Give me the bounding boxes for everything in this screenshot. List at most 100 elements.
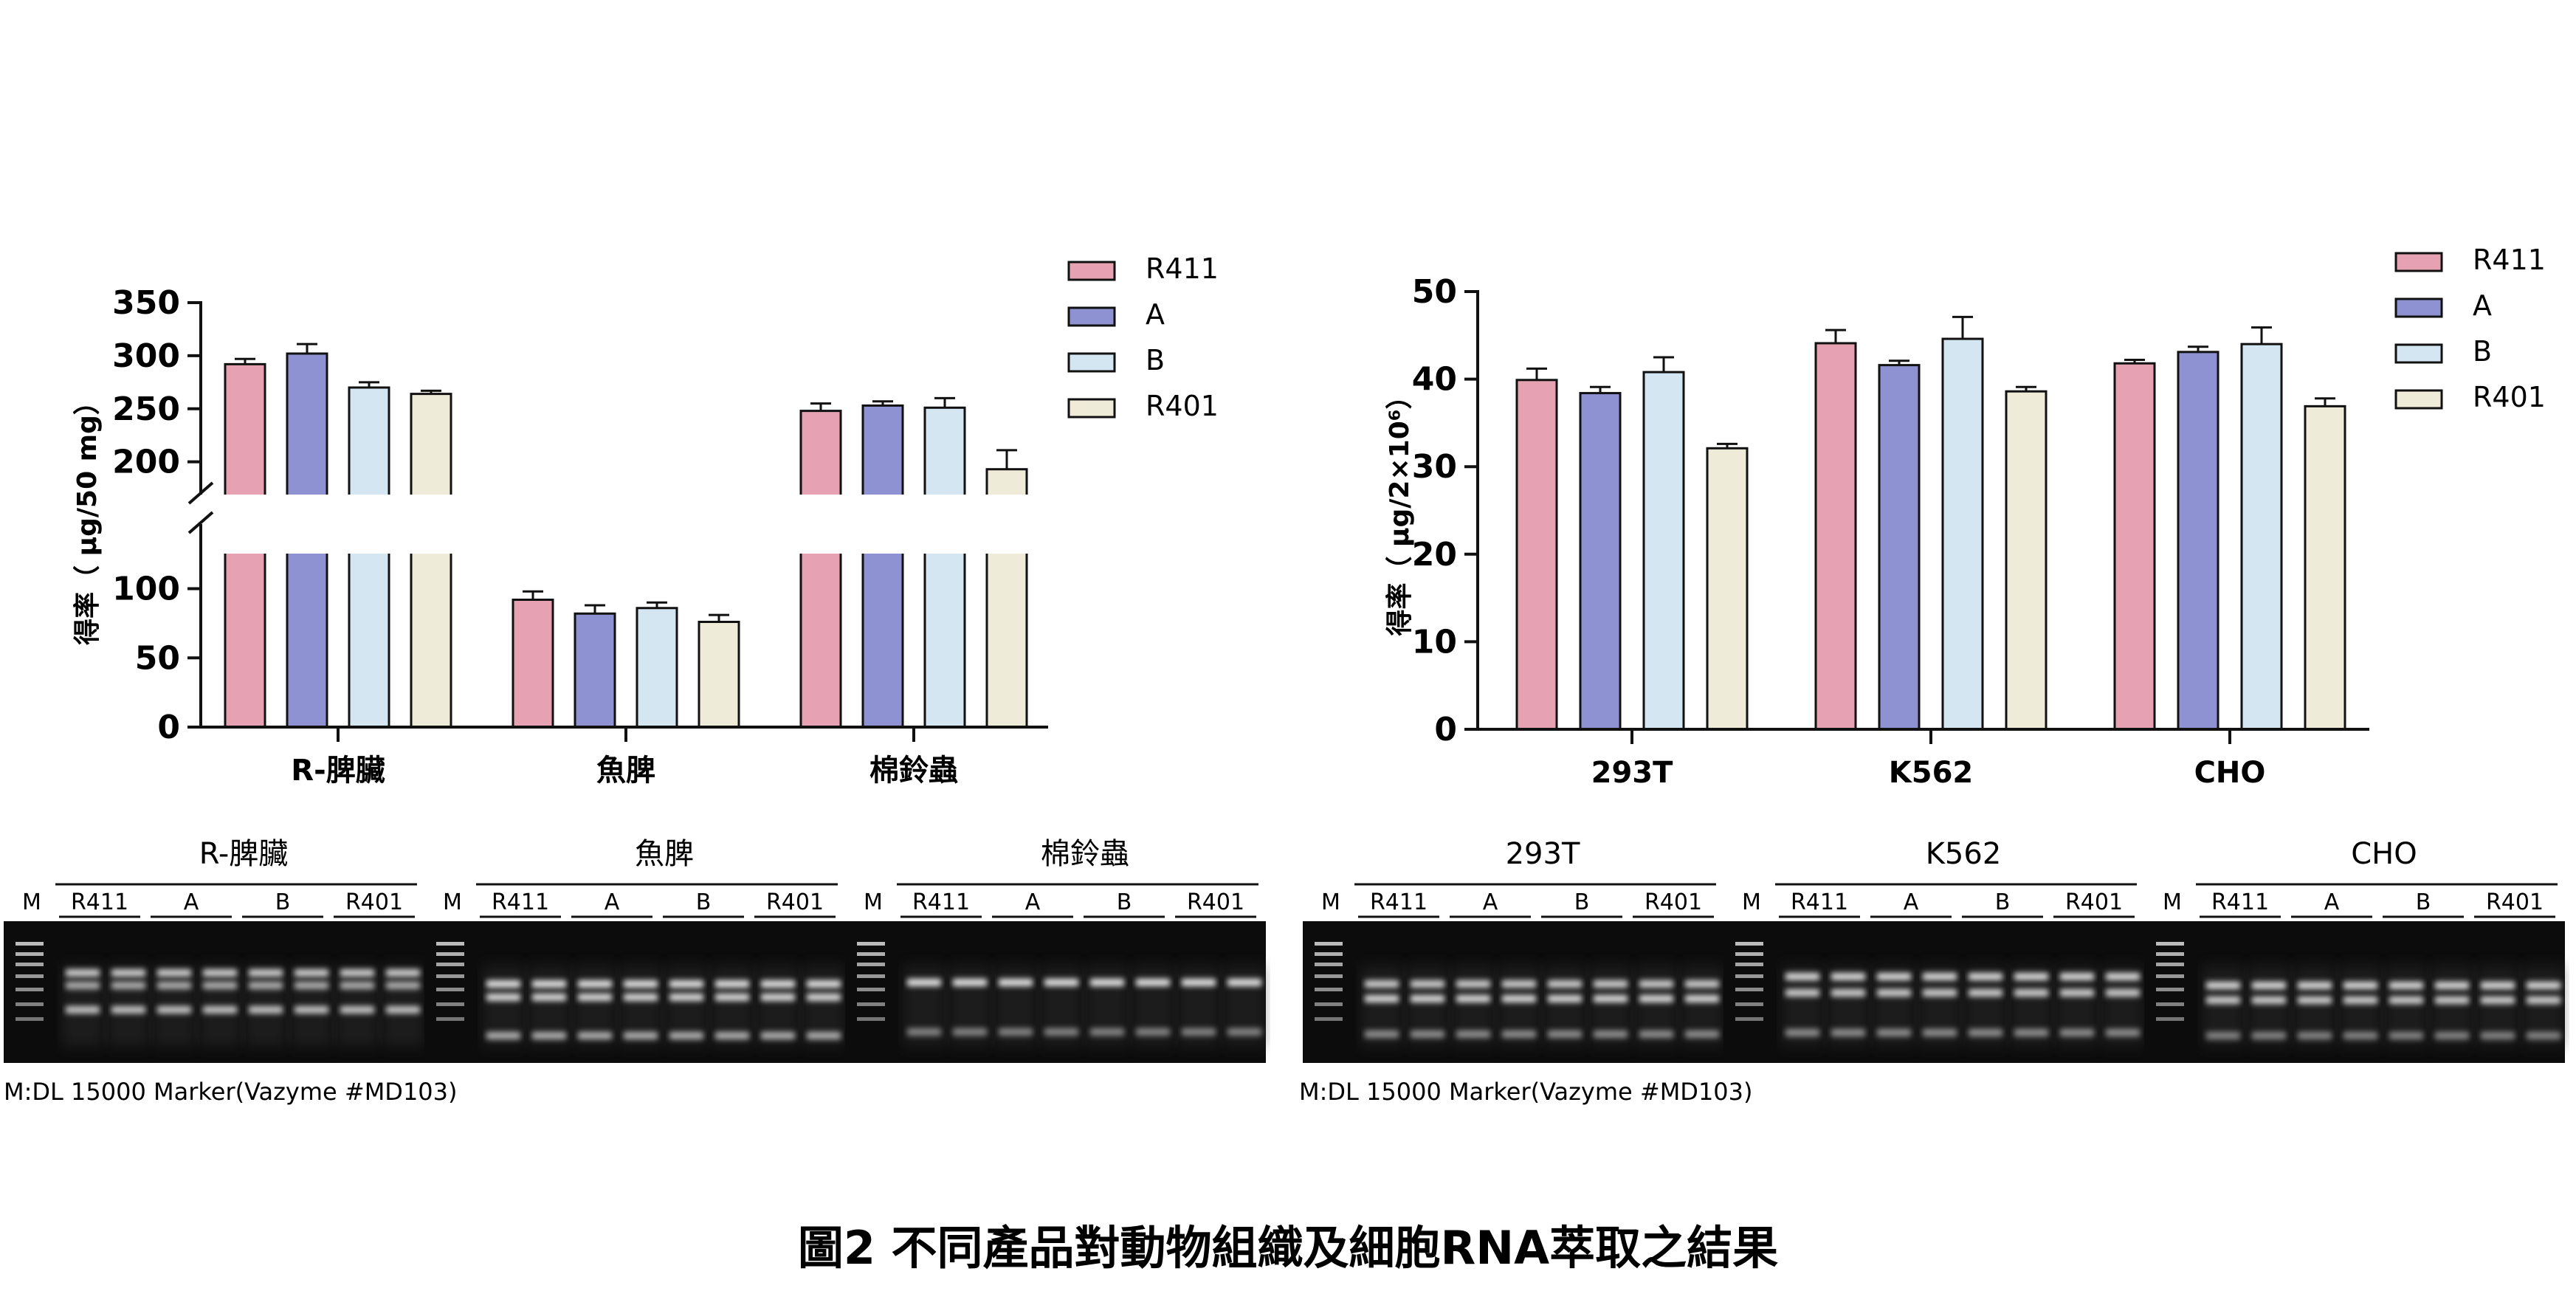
legend-swatch-A	[1067, 306, 1116, 327]
ladder-band	[1315, 974, 1343, 978]
marker-note-left: M:DL 15000 Marker(Vazyme #MD103)	[4, 1078, 458, 1106]
rna-band	[2206, 1032, 2240, 1039]
rna-band	[1685, 980, 1719, 988]
rna-band	[1411, 980, 1444, 988]
rna-band	[1785, 1029, 1819, 1036]
marker-lane-label: M	[2163, 889, 2182, 915]
lane-group-label: R411	[1370, 889, 1428, 915]
cell-yield-chart: 293T K562 CHO 0 10 20 30 40 50 得率（ μg/2×10⁶） R411 A…	[1385, 244, 2546, 790]
legend-swatch-R401	[2394, 389, 2443, 410]
rna-band	[1685, 995, 1719, 1002]
rna-band	[1877, 973, 1911, 980]
rna-band	[2527, 982, 2560, 989]
rna-band	[1831, 973, 1865, 980]
rna-band	[578, 994, 612, 1001]
ladder-band	[1735, 952, 1763, 956]
legend-swatch-R411	[2394, 252, 2443, 272]
y-tick-label: 300	[112, 337, 180, 375]
ladder-band	[857, 1017, 885, 1021]
axis-break-mark	[187, 511, 214, 534]
rna-band	[2252, 982, 2286, 989]
rna-band	[1456, 995, 1490, 1002]
x-tick-label: 棉鈴蟲	[869, 754, 958, 788]
ladder-band	[16, 988, 44, 991]
lane-group-label: R401	[1645, 889, 1702, 915]
gel-title: 棉鈴蟲	[1041, 837, 1129, 871]
legend-label: B	[2473, 335, 2492, 368]
rna-band	[66, 1006, 100, 1013]
y-axis-label: 得率（ μg/2×10⁶）	[1385, 382, 1415, 636]
rna-band	[2014, 973, 2048, 980]
rna-band	[2527, 997, 2560, 1004]
ladder-band	[1315, 952, 1343, 956]
bar-R411-2	[2113, 362, 2156, 731]
gel-title: 293T	[1506, 837, 1580, 871]
rna-band	[532, 980, 566, 988]
gel-panel: 棉鈴蟲 M R411 A B R401	[845, 837, 1266, 1063]
rna-band	[2014, 989, 2048, 997]
rna-band	[1365, 980, 1399, 988]
legend-swatch-B	[1067, 352, 1116, 373]
rna-band	[1548, 995, 1582, 1002]
rna-band	[2252, 1032, 2286, 1039]
rna-band	[1411, 1030, 1444, 1038]
rna-band	[669, 994, 703, 1001]
bar-R401-0	[1706, 447, 1749, 731]
rna-band	[807, 1032, 841, 1039]
rna-band	[2435, 997, 2469, 1004]
rna-band	[1923, 1029, 1957, 1036]
marker-note-right: M:DL 15000 Marker(Vazyme #MD103)	[1299, 1078, 1753, 1106]
bar-B-0	[1642, 371, 1685, 731]
rna-band	[2106, 973, 2140, 980]
y-tick-label: 250	[112, 390, 180, 428]
lane-group-label: A	[1483, 889, 1498, 915]
rna-band	[295, 969, 328, 977]
rna-band	[2206, 997, 2240, 1004]
lane-group-label: A	[605, 889, 620, 915]
lane-group-label: A	[184, 889, 199, 915]
bar-B-0	[348, 386, 390, 729]
figure-caption: 圖2 不同產品對動物組織及細胞RNA萃取之結果	[797, 1221, 1779, 1275]
rna-band	[295, 982, 328, 989]
ladder-band	[16, 974, 44, 978]
bar-R411-2	[799, 410, 842, 729]
ladder-band	[1735, 1002, 1763, 1006]
ladder-band	[436, 988, 464, 991]
rna-band	[2298, 997, 2332, 1004]
lane-group-label: A	[1904, 889, 1919, 915]
axis-break-gap	[186, 495, 1063, 554]
rna-band	[340, 1006, 374, 1013]
rna-band	[2298, 1032, 2332, 1039]
rna-band	[999, 979, 1033, 986]
ladder-band	[436, 974, 464, 978]
rna-band	[2481, 982, 2515, 989]
rna-band	[249, 969, 283, 977]
y-tick-label: 200	[112, 444, 180, 481]
ladder-band	[1315, 1002, 1343, 1006]
bar-B-1	[1941, 337, 1984, 731]
y-tick-label: 20	[1412, 536, 1457, 574]
lane-group-label: R401	[766, 889, 824, 915]
rna-band	[2343, 1032, 2377, 1039]
y-axis-label: 得率（ μg/50 mg）	[72, 388, 103, 645]
rna-band	[1877, 989, 1911, 997]
marker-lane-label: M	[22, 889, 41, 915]
rna-band	[66, 969, 100, 977]
rna-band	[624, 994, 658, 1001]
bar-R411-0	[1515, 379, 1558, 731]
rna-band	[2389, 1032, 2423, 1039]
rna-band	[953, 979, 987, 986]
rna-band	[295, 1006, 328, 1013]
bar-B-2	[2240, 343, 2283, 731]
ladder-band	[16, 1017, 44, 1021]
lane-group-label: R411	[1791, 889, 1848, 915]
ladder-band	[16, 952, 44, 956]
bar-A-0	[1579, 392, 1622, 731]
gel-title: CHO	[2351, 837, 2417, 871]
rna-band	[1411, 995, 1444, 1002]
rna-band	[807, 980, 841, 988]
rna-band	[111, 969, 145, 977]
ladder-band	[1735, 963, 1763, 966]
lane-group-label: B	[1995, 889, 2011, 915]
rna-band	[2389, 982, 2423, 989]
